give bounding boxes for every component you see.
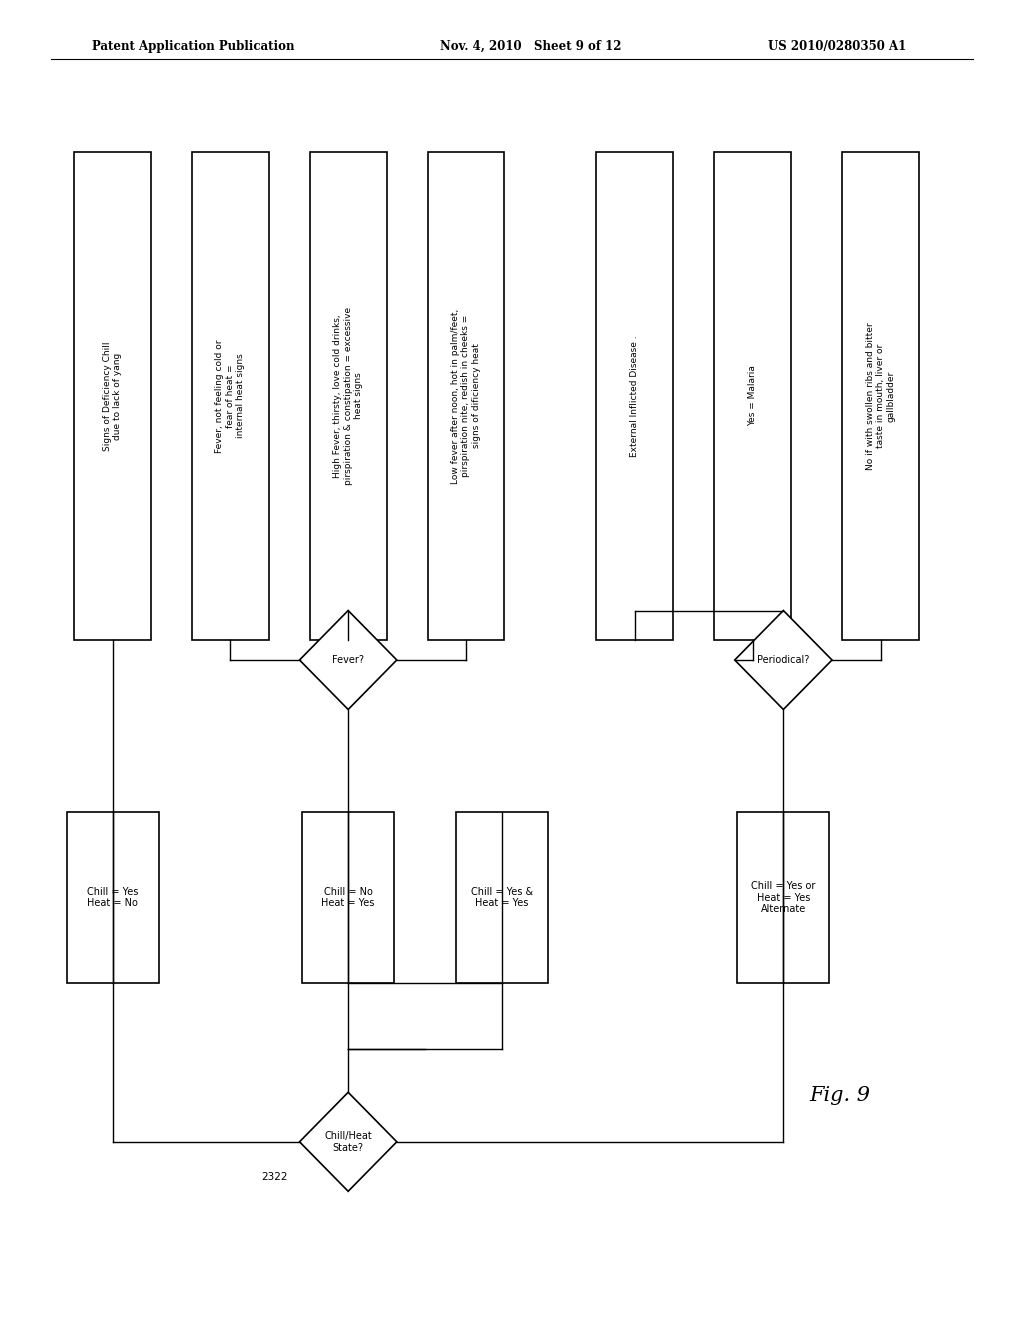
Text: Chill = Yes &
Heat = Yes: Chill = Yes & Heat = Yes xyxy=(471,887,532,908)
Text: 2322: 2322 xyxy=(261,1172,288,1183)
Polygon shape xyxy=(300,610,397,710)
Text: Signs of Deficiency Chill
due to lack of yang: Signs of Deficiency Chill due to lack of… xyxy=(103,342,122,450)
Text: Patent Application Publication: Patent Application Publication xyxy=(92,40,295,53)
Text: Chill = Yes
Heat = No: Chill = Yes Heat = No xyxy=(87,887,138,908)
Text: No if with swollen ribs and bitter
taste in mouth, liver or
gallbladder: No if with swollen ribs and bitter taste… xyxy=(865,322,896,470)
FancyBboxPatch shape xyxy=(428,152,505,640)
FancyBboxPatch shape xyxy=(193,152,268,640)
Text: US 2010/0280350 A1: US 2010/0280350 A1 xyxy=(768,40,906,53)
FancyBboxPatch shape xyxy=(67,812,159,983)
FancyBboxPatch shape xyxy=(456,812,548,983)
Text: Fever, not feeling cold or
fear of heat =
internal heat signs: Fever, not feeling cold or fear of heat … xyxy=(215,339,246,453)
Text: High Fever, thirsty, love cold drinks,
pirspiration & constipation = excessive
h: High Fever, thirsty, love cold drinks, p… xyxy=(333,308,364,484)
Text: Periodical?: Periodical? xyxy=(757,655,810,665)
FancyBboxPatch shape xyxy=(310,152,387,640)
Text: Fever?: Fever? xyxy=(332,655,365,665)
FancyBboxPatch shape xyxy=(842,152,920,640)
Text: Fig. 9: Fig. 9 xyxy=(809,1086,870,1105)
Text: Yes = Malaria: Yes = Malaria xyxy=(749,366,757,426)
FancyBboxPatch shape xyxy=(75,152,152,640)
FancyBboxPatch shape xyxy=(596,152,674,640)
Polygon shape xyxy=(300,1093,397,1191)
FancyBboxPatch shape xyxy=(302,812,394,983)
Text: Chill/Heat
State?: Chill/Heat State? xyxy=(325,1131,372,1152)
Text: Nov. 4, 2010   Sheet 9 of 12: Nov. 4, 2010 Sheet 9 of 12 xyxy=(440,40,622,53)
Polygon shape xyxy=(735,610,831,710)
Text: Chill = No
Heat = Yes: Chill = No Heat = Yes xyxy=(322,887,375,908)
FancyBboxPatch shape xyxy=(715,152,791,640)
Text: Chill = Yes or
Heat = Yes
Alternate: Chill = Yes or Heat = Yes Alternate xyxy=(752,880,815,915)
FancyBboxPatch shape xyxy=(737,812,829,983)
Text: External Inflicted Disease .: External Inflicted Disease . xyxy=(631,335,639,457)
Text: Low fever after noon, hot in palm/feet,
pirspiration nite, redish in cheeks =
si: Low fever after noon, hot in palm/feet, … xyxy=(451,309,481,483)
